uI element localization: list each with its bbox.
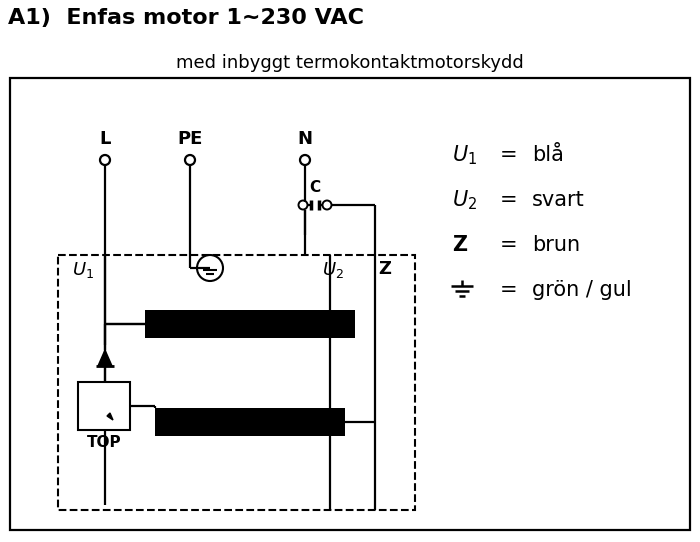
Text: $U_2$: $U_2$ <box>322 260 344 280</box>
Polygon shape <box>107 413 113 420</box>
Text: $U_1$: $U_1$ <box>72 260 94 280</box>
Text: brun: brun <box>532 235 580 255</box>
Text: =: = <box>500 190 517 210</box>
Bar <box>145 310 355 338</box>
Text: med inbyggt termokontaktmotorskydd: med inbyggt termokontaktmotorskydd <box>176 54 524 72</box>
Text: PE: PE <box>177 130 203 148</box>
Text: =: = <box>500 280 517 300</box>
Text: =: = <box>500 235 517 255</box>
Text: $U_1$: $U_1$ <box>452 143 477 167</box>
Text: L: L <box>99 130 111 148</box>
Polygon shape <box>98 350 112 366</box>
Bar <box>58 255 415 510</box>
Text: TOP: TOP <box>87 435 121 450</box>
Text: A1)  Enfas motor 1~230 VAC: A1) Enfas motor 1~230 VAC <box>8 8 364 28</box>
Text: N: N <box>298 130 312 148</box>
Bar <box>155 408 345 436</box>
Text: C: C <box>309 180 321 195</box>
Text: grön / gul: grön / gul <box>532 280 631 300</box>
Text: =: = <box>500 145 517 165</box>
Text: blå: blå <box>532 145 564 165</box>
Text: Z: Z <box>378 260 391 278</box>
Bar <box>78 382 130 430</box>
Text: svart: svart <box>532 190 584 210</box>
Bar <box>10 78 690 530</box>
Text: $U_2$: $U_2$ <box>452 188 477 212</box>
Text: Z: Z <box>452 235 467 255</box>
